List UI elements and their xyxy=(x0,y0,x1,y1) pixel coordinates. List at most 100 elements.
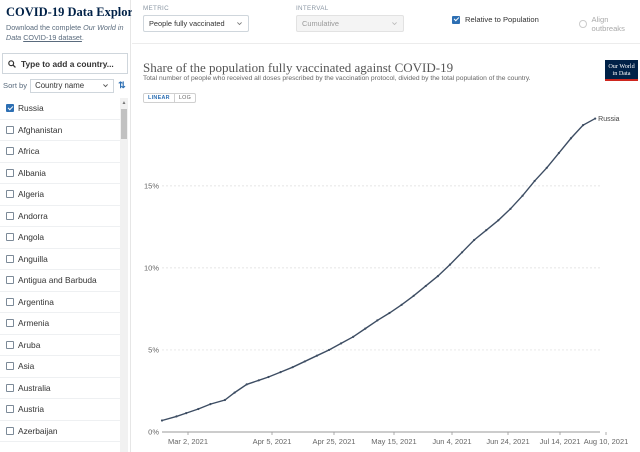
country-label: Afghanistan xyxy=(18,124,63,135)
checkbox-icon[interactable] xyxy=(6,211,14,220)
country-label: Armenia xyxy=(18,318,50,329)
country-item[interactable]: Armenia xyxy=(0,313,120,335)
country-list: Russia Afghanistan Africa Albania Algeria And… xyxy=(0,98,120,442)
data-point[interactable] xyxy=(175,415,178,418)
checkbox-icon[interactable] xyxy=(6,340,14,349)
sidebar-header: COVID-19 Data Explorer Download the comp… xyxy=(0,0,144,50)
data-point[interactable] xyxy=(497,219,500,222)
checkbox-icon[interactable] xyxy=(6,362,14,371)
series-label: Russia xyxy=(598,116,620,123)
chevron-down-icon xyxy=(392,22,397,26)
country-label: Angola xyxy=(18,232,45,243)
checkbox-icon[interactable] xyxy=(6,147,14,156)
owid-logo[interactable]: Our World in Data xyxy=(605,60,638,81)
y-tick-label: 10% xyxy=(144,263,159,272)
checkbox-checked-icon[interactable] xyxy=(6,104,14,113)
x-tick-label: May 15, 2021 xyxy=(371,437,416,446)
country-item[interactable]: Albania xyxy=(0,163,120,184)
data-point[interactable] xyxy=(448,263,452,266)
data-point[interactable] xyxy=(160,419,164,422)
data-point[interactable] xyxy=(245,383,248,386)
data-point[interactable] xyxy=(257,379,260,382)
data-point[interactable] xyxy=(339,342,343,345)
data-point[interactable] xyxy=(223,398,227,402)
data-point[interactable] xyxy=(376,319,379,322)
country-item[interactable]: Azerbaijan xyxy=(0,421,120,442)
scrollbar-thumb[interactable] xyxy=(121,109,127,139)
country-search-input[interactable]: Type to add a country... xyxy=(2,53,128,74)
data-point[interactable] xyxy=(400,303,403,306)
data-point[interactable] xyxy=(364,327,367,330)
data-point[interactable] xyxy=(485,229,488,232)
metric-value: People fully vaccinated xyxy=(149,19,225,28)
owid-link[interactable]: Our World in Data xyxy=(6,23,124,42)
data-point[interactable] xyxy=(279,371,282,374)
data-point[interactable] xyxy=(581,124,585,127)
linear-scale-button[interactable]: LINEAR xyxy=(144,94,175,102)
data-point[interactable] xyxy=(569,137,573,140)
series-line-russia[interactable] xyxy=(161,117,596,422)
country-label: Aruba xyxy=(18,339,41,350)
checkbox-icon[interactable] xyxy=(6,405,14,414)
checkbox-icon[interactable] xyxy=(6,319,14,328)
country-label: Antigua and Barbuda xyxy=(18,275,97,286)
data-point[interactable] xyxy=(267,375,270,379)
checkbox-icon[interactable] xyxy=(6,297,14,306)
checkbox-icon[interactable] xyxy=(6,276,14,285)
checkbox-icon[interactable] xyxy=(6,190,14,199)
country-item[interactable]: Asia xyxy=(0,356,120,378)
country-item[interactable]: Argentina xyxy=(0,292,120,313)
metric-select[interactable]: People fully vaccinated xyxy=(143,15,249,32)
data-point[interactable] xyxy=(521,194,524,197)
data-point[interactable] xyxy=(509,207,512,210)
country-item[interactable]: Angola xyxy=(0,227,120,249)
data-point[interactable] xyxy=(424,284,427,288)
data-point[interactable] xyxy=(388,311,391,315)
country-item[interactable]: Australia xyxy=(0,378,120,399)
country-item[interactable]: Antigua and Barbuda xyxy=(0,270,120,292)
log-scale-button[interactable]: LOG xyxy=(178,95,192,101)
sort-select[interactable]: Country name xyxy=(30,78,115,93)
country-item[interactable]: Aruba xyxy=(0,335,120,356)
checkbox-icon[interactable] xyxy=(6,125,14,134)
dataset-link[interactable]: COVID-19 dataset xyxy=(23,33,82,42)
data-point[interactable] xyxy=(594,117,597,120)
data-point[interactable] xyxy=(197,407,200,411)
relative-to-population-checkbox[interactable]: Relative to Population xyxy=(452,15,539,24)
sort-direction-icon[interactable]: ⇅ xyxy=(118,80,126,90)
checkbox-icon[interactable] xyxy=(6,383,14,392)
y-tick-label: 0% xyxy=(148,428,159,437)
checkbox-icon[interactable] xyxy=(6,426,14,435)
checkbox-icon[interactable] xyxy=(6,254,14,263)
data-point[interactable] xyxy=(303,360,306,363)
country-list-scrollbar[interactable] xyxy=(120,98,128,452)
data-point[interactable] xyxy=(557,151,560,155)
country-item[interactable]: Russia xyxy=(0,98,120,120)
chevron-down-icon xyxy=(103,84,108,88)
data-point[interactable] xyxy=(436,275,439,278)
data-point[interactable] xyxy=(291,366,294,369)
page-description: Download the complete Our World in Data … xyxy=(6,23,124,43)
data-point[interactable] xyxy=(460,251,464,254)
align-outbreaks-toggle: Align outbreaks xyxy=(579,15,640,33)
country-item[interactable]: Anguilla xyxy=(0,249,120,270)
sort-value: Country name xyxy=(35,81,85,90)
country-item[interactable]: Andorra xyxy=(0,206,120,227)
checkbox-icon[interactable] xyxy=(6,168,14,177)
data-point[interactable] xyxy=(327,348,331,352)
country-item[interactable]: Algeria xyxy=(0,184,120,206)
country-item[interactable]: Africa xyxy=(0,141,120,163)
data-point[interactable] xyxy=(315,354,318,357)
data-point[interactable] xyxy=(233,391,236,394)
data-point[interactable] xyxy=(412,294,415,297)
data-point[interactable] xyxy=(209,403,212,406)
data-point[interactable] xyxy=(185,412,188,415)
checkbox-icon[interactable] xyxy=(6,233,14,242)
data-point[interactable] xyxy=(473,238,476,242)
country-item[interactable]: Austria xyxy=(0,399,120,421)
data-point[interactable] xyxy=(545,166,548,169)
data-point[interactable] xyxy=(533,179,536,183)
data-point[interactable] xyxy=(352,335,355,338)
scroll-up-icon[interactable]: ▲ xyxy=(121,100,127,106)
country-item[interactable]: Afghanistan xyxy=(0,120,120,141)
